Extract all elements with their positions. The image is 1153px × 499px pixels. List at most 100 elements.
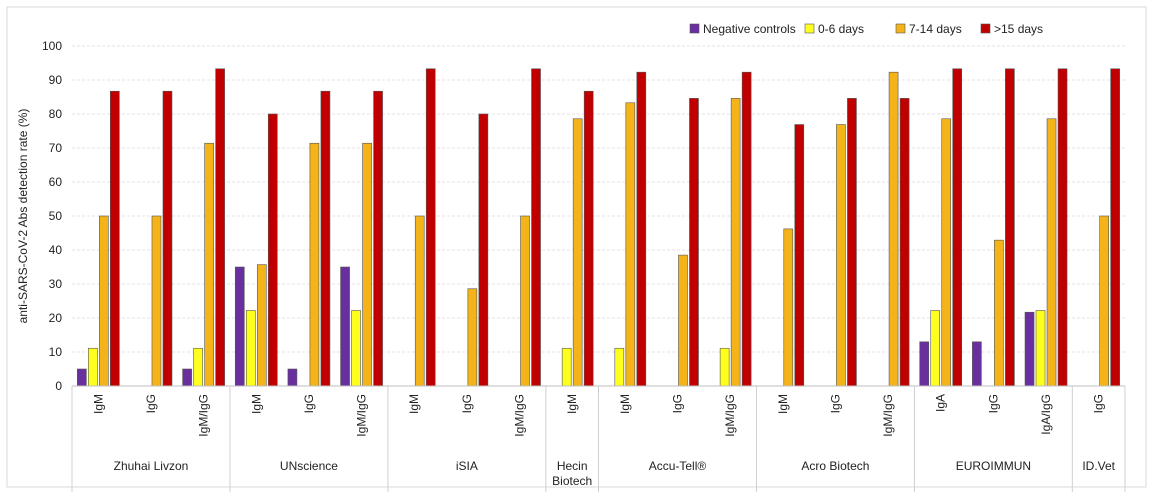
bar [520, 215, 530, 387]
bar [267, 113, 278, 387]
x-tick-label: IgG [670, 394, 684, 413]
bar [888, 71, 899, 387]
bar [88, 347, 98, 387]
bar [162, 90, 173, 387]
bar [351, 310, 361, 387]
y-tick-label: 100 [42, 39, 62, 53]
bar [625, 102, 636, 387]
group-label: Hecin [557, 459, 588, 473]
y-tick-label: 80 [49, 107, 63, 121]
y-tick-label: 50 [49, 209, 63, 223]
x-tick-label: IgG [302, 394, 316, 413]
x-tick-label: IgM/IgG [197, 394, 211, 437]
bar [110, 90, 120, 387]
bar [719, 347, 730, 387]
bar [636, 71, 647, 387]
bar [941, 118, 952, 387]
bar [182, 368, 192, 387]
bar [1110, 68, 1120, 387]
legend: Negative controls 0-6 days 7-14 days >15 da… [689, 22, 1043, 36]
bar [899, 98, 910, 387]
axes: 0 10 20 30 40 50 60 70 80 90 100 IgM IgG IgM/IgG IgM Ig… [42, 39, 1126, 492]
bar [531, 68, 541, 387]
bar [256, 264, 267, 387]
legend-swatch [689, 23, 700, 34]
x-tick-label: IgA [934, 394, 948, 412]
legend-swatch [895, 23, 906, 34]
legend-label: 0-6 days [818, 22, 864, 36]
bar [847, 98, 857, 387]
x-tick-label: IgG [986, 394, 1000, 413]
bar [234, 266, 245, 387]
bar [1035, 310, 1046, 387]
x-tick-label: IgM/IgG [881, 394, 895, 437]
x-tick-label: IgM [565, 394, 579, 414]
bar [467, 288, 478, 387]
bar [193, 347, 203, 387]
legend-swatch [980, 23, 991, 34]
bar [678, 254, 688, 387]
bar [362, 142, 372, 387]
x-tick-label: IgM [91, 394, 105, 414]
group-label: EUROIMMUN [956, 459, 1031, 473]
y-tick-label: 10 [49, 345, 63, 359]
y-tick-label: 70 [49, 141, 63, 155]
bar [730, 98, 741, 387]
x-tick-label: IgG [1092, 394, 1106, 413]
bar [245, 310, 256, 387]
x-tick-label: IgM [407, 394, 421, 414]
group-label: Accu-Tell® [649, 459, 707, 473]
group-label: iSIA [456, 459, 478, 473]
bar [561, 347, 572, 387]
x-tick-label: IgM [249, 394, 263, 414]
bar [340, 266, 350, 387]
y-tick-label: 30 [49, 277, 63, 291]
bar [572, 118, 583, 387]
bar [425, 68, 436, 387]
bar [151, 215, 162, 387]
legend-label: >15 days [994, 22, 1043, 36]
bar [1057, 68, 1068, 387]
group-label: Acro Biotech [801, 459, 869, 473]
bar [77, 368, 87, 387]
group-label: ID.Vet [1082, 459, 1115, 473]
legend-label: 7-14 days [909, 22, 962, 36]
group-label: Zhuhai Livzon [114, 459, 189, 473]
y-tick-label: 0 [55, 379, 62, 393]
bar [1005, 68, 1015, 387]
y-tick-label: 20 [49, 311, 63, 325]
x-tick-label: IgG [460, 394, 474, 413]
bar [287, 368, 298, 387]
bar [689, 98, 699, 387]
bar [1099, 215, 1109, 387]
bar [972, 341, 982, 387]
x-tick-label: IgM/IgG [513, 394, 527, 437]
bar [919, 341, 930, 387]
bar [583, 90, 594, 387]
bar [836, 124, 846, 387]
x-tick-label: IgG [144, 394, 158, 413]
bar [783, 228, 794, 387]
x-tick-label: IgM [776, 394, 790, 414]
bar [320, 90, 331, 387]
bar [373, 90, 383, 387]
bar [614, 347, 625, 387]
x-tick-label: IgA/IgG [1039, 394, 1053, 435]
x-tick-label: IgM/IgG [723, 394, 737, 437]
legend-swatch [804, 23, 815, 34]
bars [77, 68, 1120, 387]
bar [930, 310, 941, 387]
x-tick-label: IgG [828, 394, 842, 413]
bar [952, 68, 963, 387]
bar [478, 113, 489, 387]
bar [994, 239, 1004, 387]
group-label: Biotech [552, 474, 592, 488]
legend-label: Negative controls [703, 22, 796, 36]
group-label: UNscience [280, 459, 338, 473]
bar [1024, 311, 1035, 387]
bar [794, 124, 805, 387]
bar [1046, 118, 1057, 387]
bar [309, 142, 320, 387]
x-tick-label: IgM [618, 394, 632, 414]
